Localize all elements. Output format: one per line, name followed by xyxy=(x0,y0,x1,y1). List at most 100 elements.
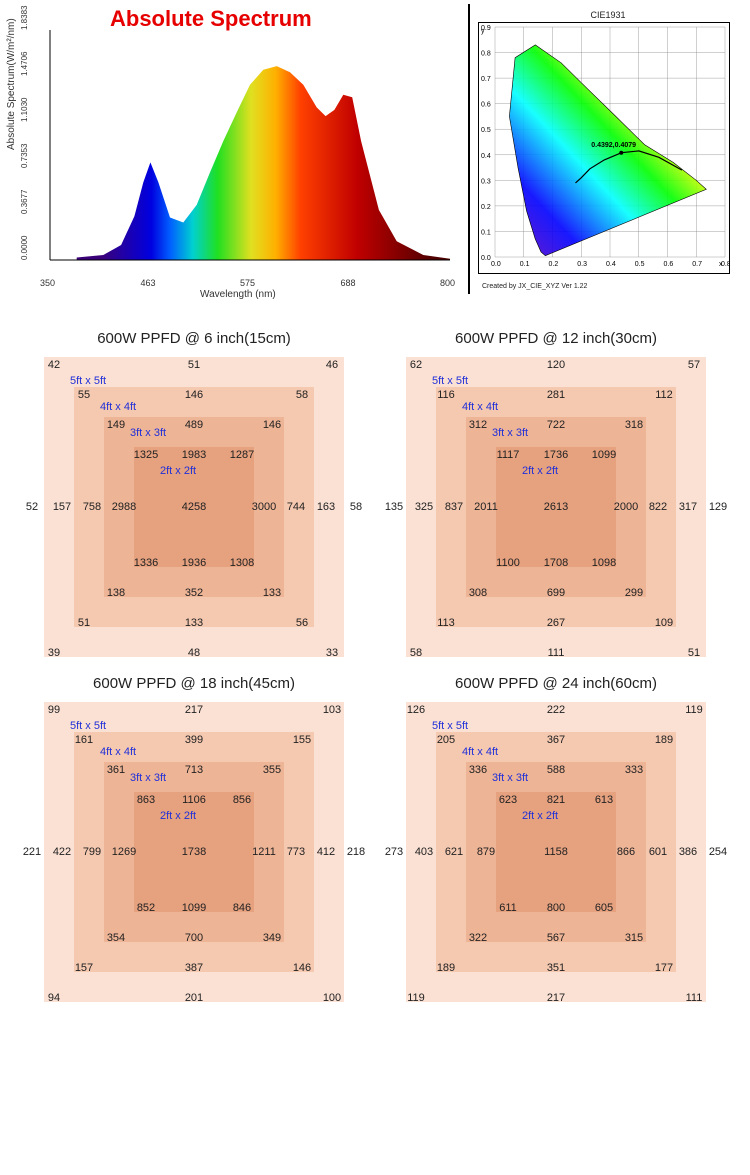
ppfd-map: 600W PPFD @ 6 inch(15cm)5ft x 5ft4ft x 4… xyxy=(18,330,370,657)
ppfd-center-value: 4258 xyxy=(176,501,212,513)
ppfd-value: 758 xyxy=(74,501,110,513)
ppfd-value: 354 xyxy=(98,932,134,944)
ppfd-value: 62 xyxy=(398,359,434,371)
ppfd-value: 42 xyxy=(36,359,72,371)
ppfd-value: 821 xyxy=(538,794,574,806)
spectrum-ytick: 0.3677 xyxy=(20,190,29,214)
spectrum-xtick: 463 xyxy=(140,278,155,288)
ppfd-value: 621 xyxy=(436,846,472,858)
ppfd-value: 613 xyxy=(586,794,622,806)
svg-text:0.1: 0.1 xyxy=(520,261,530,268)
ppfd-value: 103 xyxy=(314,704,350,716)
ppfd-value: 322 xyxy=(460,932,496,944)
vertical-divider xyxy=(468,4,470,294)
ppfd-value: 1269 xyxy=(106,846,142,858)
ppfd-value: 351 xyxy=(538,962,574,974)
ppfd-value: 146 xyxy=(176,389,212,401)
svg-text:0.0: 0.0 xyxy=(481,255,491,262)
ppfd-value: 588 xyxy=(538,764,574,776)
ppfd-value: 713 xyxy=(176,764,212,776)
ppfd-value: 336 xyxy=(460,764,496,776)
ppfd-value: 149 xyxy=(98,419,134,431)
ppfd-value: 58 xyxy=(398,647,434,659)
ppfd-grid: 5ft x 5ft4ft x 4ft3ft x 3ft2ft x 2ft6212… xyxy=(386,357,726,657)
ppfd-value: 51 xyxy=(176,359,212,371)
ppfd-value: 111 xyxy=(538,647,574,659)
svg-text:0.7: 0.7 xyxy=(692,261,702,268)
ppfd-value: 48 xyxy=(176,647,212,659)
ppfd-center-value: 1158 xyxy=(538,846,574,858)
ppfd-value: 157 xyxy=(66,962,102,974)
ppfd-value: 773 xyxy=(278,846,314,858)
ppfd-value: 55 xyxy=(66,389,102,401)
ppfd-value: 57 xyxy=(676,359,712,371)
ppfd-value: 94 xyxy=(36,992,72,1004)
ppfd-value: 112 xyxy=(646,389,682,401)
ppfd-value: 744 xyxy=(278,501,314,513)
top-row: Absolute Spectrum Absolute Spectrum(W/m²… xyxy=(0,0,750,300)
svg-text:0.4: 0.4 xyxy=(481,153,491,160)
ppfd-value: 800 xyxy=(538,902,574,914)
ppfd-value: 205 xyxy=(428,734,464,746)
ppfd-grid: 5ft x 5ft4ft x 4ft3ft x 3ft2ft x 2ft9921… xyxy=(24,702,364,1002)
ppfd-value: 33 xyxy=(314,647,350,659)
ppfd-value: 846 xyxy=(224,902,260,914)
ppfd-value: 126 xyxy=(398,704,434,716)
ppfd-value: 700 xyxy=(176,932,212,944)
ppfd-value: 352 xyxy=(176,587,212,599)
ppfd-title: 600W PPFD @ 6 inch(15cm) xyxy=(18,330,370,347)
ppfd-value: 46 xyxy=(314,359,350,371)
ppfd-value: 109 xyxy=(646,617,682,629)
ppfd-ring-label: 2ft x 2ft xyxy=(522,465,558,477)
ppfd-value: 111 xyxy=(676,992,712,1004)
svg-text:y: y xyxy=(481,28,485,35)
ppfd-center-value: 1738 xyxy=(176,846,212,858)
ppfd-value: 1099 xyxy=(586,449,622,461)
ppfd-value: 1936 xyxy=(176,557,212,569)
svg-text:0.8: 0.8 xyxy=(481,51,491,58)
ppfd-value: 217 xyxy=(176,704,212,716)
ppfd-value: 1308 xyxy=(224,557,260,569)
ppfd-value: 146 xyxy=(254,419,290,431)
ppfd-value: 51 xyxy=(676,647,712,659)
ppfd-value: 333 xyxy=(616,764,652,776)
ppfd-value: 315 xyxy=(616,932,652,944)
ppfd-ring-label: 3ft x 3ft xyxy=(130,772,166,784)
spectrum-xtick: 575 xyxy=(240,278,255,288)
ppfd-value: 318 xyxy=(616,419,652,431)
ppfd-title: 600W PPFD @ 18 inch(45cm) xyxy=(18,675,370,692)
ppfd-value: 567 xyxy=(538,932,574,944)
svg-text:0.4: 0.4 xyxy=(606,261,616,268)
ppfd-ring-label: 3ft x 3ft xyxy=(492,772,528,784)
ppfd-section: 600W PPFD @ 6 inch(15cm)5ft x 5ft4ft x 4… xyxy=(0,300,750,1012)
svg-text:0.0: 0.0 xyxy=(491,261,501,268)
ppfd-value: 177 xyxy=(646,962,682,974)
ppfd-value: 312 xyxy=(460,419,496,431)
ppfd-value: 222 xyxy=(538,704,574,716)
ppfd-center-value: 2613 xyxy=(538,501,574,513)
ppfd-map: 600W PPFD @ 12 inch(30cm)5ft x 5ft4ft x … xyxy=(380,330,732,657)
ppfd-value: 1708 xyxy=(538,557,574,569)
ppfd-value: 866 xyxy=(608,846,644,858)
ppfd-ring-label: 4ft x 4ft xyxy=(462,746,498,758)
ppfd-value: 119 xyxy=(398,992,434,1004)
ppfd-value: 722 xyxy=(538,419,574,431)
ppfd-value: 2988 xyxy=(106,501,142,513)
ppfd-value: 2000 xyxy=(608,501,644,513)
ppfd-value: 2011 xyxy=(468,501,504,513)
spectrum-ytick: 1.1030 xyxy=(20,98,29,122)
ppfd-value: 1736 xyxy=(538,449,574,461)
cie-chart: CIE1931 0.00.10.20.30.40.50.60.70.80.00.… xyxy=(478,10,738,280)
ppfd-value: 146 xyxy=(284,962,320,974)
svg-text:0.3: 0.3 xyxy=(577,261,587,268)
ppfd-value: 1098 xyxy=(586,557,622,569)
ppfd-value: 611 xyxy=(490,902,526,914)
ppfd-ring-label: 5ft x 5ft xyxy=(432,720,468,732)
spectrum-xtick: 350 xyxy=(40,278,55,288)
ppfd-ring-label: 5ft x 5ft xyxy=(70,720,106,732)
svg-text:0.1: 0.1 xyxy=(481,229,491,236)
ppfd-value: 1099 xyxy=(176,902,212,914)
ppfd-value: 161 xyxy=(66,734,102,746)
cie-title: CIE1931 xyxy=(478,10,738,20)
spectrum-chart: Absolute Spectrum Absolute Spectrum(W/m²… xyxy=(0,0,460,300)
